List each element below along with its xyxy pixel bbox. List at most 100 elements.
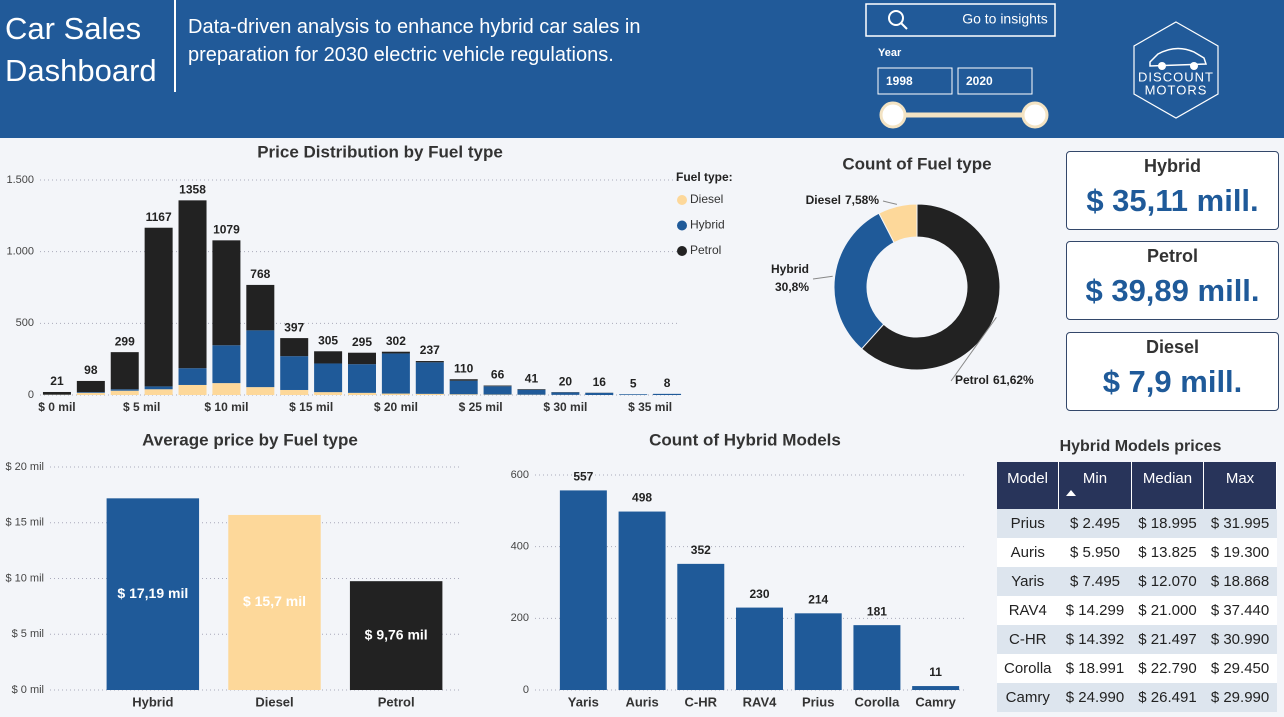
- table-cell: C-HR: [997, 625, 1059, 654]
- bar-segment: [585, 392, 614, 395]
- bar-segment: [381, 351, 410, 354]
- leader-line: [812, 275, 833, 280]
- bar-segment: [415, 361, 444, 363]
- bar-segment: [348, 364, 376, 393]
- table-row: Yaris $ 7.495 $ 12.070 $ 18.868: [997, 567, 1277, 596]
- table-cell: $ 13.825: [1131, 538, 1204, 567]
- data-label: 1358: [179, 183, 206, 197]
- table-row: Camry $ 24.990 $ 26.491 $ 29.990: [997, 683, 1277, 712]
- table-cell: $ 19.300: [1203, 538, 1277, 567]
- bar-segment: [348, 392, 376, 395]
- chart-title: Count of Fuel type: [842, 154, 991, 173]
- bar-segment: [314, 392, 343, 395]
- kpi-card: Petrol $ 39,89 mill.: [1066, 241, 1279, 320]
- leader-line: [882, 200, 898, 205]
- table-cell: $ 29.450: [1203, 654, 1277, 683]
- slice-label: Petrol 61,62%: [955, 373, 1034, 387]
- bar: [736, 607, 783, 690]
- table-cell: $ 26.491: [1131, 683, 1204, 712]
- separator: [174, 0, 176, 92]
- slider-handle[interactable]: [879, 101, 907, 129]
- data-label: 98: [84, 363, 98, 377]
- column-header[interactable]: Max: [1203, 462, 1277, 509]
- data-label: 66: [491, 368, 505, 382]
- data-label: 230: [749, 587, 769, 601]
- bar-segment: [42, 391, 71, 395]
- x-tick-label: $ 5 mil: [123, 400, 160, 414]
- slice-label: Diesel 7,58%: [806, 193, 880, 207]
- column-header[interactable]: Min: [1058, 462, 1132, 509]
- slider-handle[interactable]: [1021, 101, 1049, 129]
- bar-segment: [449, 380, 478, 395]
- bar: [912, 686, 960, 690]
- data-label: 299: [115, 334, 135, 348]
- data-label: $ 9,76 mil: [365, 626, 428, 642]
- button-label[interactable]: Go to insights: [962, 11, 1048, 27]
- bar-segment: [212, 383, 241, 395]
- data-label: 21: [50, 374, 64, 388]
- slice-name: Diesel: [806, 193, 841, 207]
- data-label: 557: [573, 470, 593, 484]
- table-row: Prius $ 2.495 $ 18.995 $ 31.995: [997, 509, 1277, 538]
- x-tick-label: C-HR: [685, 694, 718, 709]
- data-label: 20: [559, 374, 573, 388]
- bar-segment: [483, 386, 512, 395]
- data-label: 352: [691, 543, 711, 557]
- slicer-from-box[interactable]: [877, 67, 953, 95]
- slice-value: 30,8%: [775, 280, 809, 294]
- bar-segment: [178, 368, 207, 385]
- y-tick-label: $ 5 mil: [12, 628, 44, 640]
- x-tick-label: Prius: [802, 694, 835, 709]
- insights-button[interactable]: Go to insights: [865, 3, 1056, 37]
- table-cell: $ 18.868: [1203, 567, 1277, 596]
- x-tick-label: Corolla: [855, 694, 901, 709]
- bar-segment: [348, 352, 376, 365]
- slice-value: 61,62%: [993, 373, 1034, 387]
- bar-segment: [144, 389, 173, 395]
- slicer-from[interactable]: 1998: [886, 74, 913, 88]
- table-cell: Prius: [997, 509, 1059, 538]
- y-tick-label: $ 0 mil: [12, 684, 44, 696]
- y-tick-label: 600: [511, 469, 529, 481]
- bar-segment: [76, 392, 105, 393]
- slicer-to[interactable]: 2020: [966, 74, 993, 88]
- bar-segment: [280, 338, 309, 357]
- data-label: 8: [664, 376, 671, 390]
- logo-text: DISCOUNT: [1138, 69, 1214, 84]
- slicer-to-box[interactable]: [957, 67, 1033, 95]
- y-tick-label: $ 10 mil: [5, 572, 44, 584]
- table-cell: $ 30.990: [1203, 625, 1277, 654]
- subtitle: Data-driven analysis to enhance hybrid c…: [188, 16, 641, 66]
- chart-title: Average price by Fuel type: [142, 430, 358, 449]
- bar-segment: [76, 380, 105, 393]
- data-label: 214: [808, 592, 828, 606]
- bar: [677, 563, 725, 690]
- bar-segment: [144, 227, 173, 387]
- table-cell: $ 14.299: [1058, 596, 1132, 625]
- bar-segment: [314, 363, 343, 393]
- column-header[interactable]: Median: [1131, 462, 1205, 509]
- data-label: 305: [318, 333, 338, 347]
- x-tick-label: $ 20 mil: [374, 400, 418, 414]
- kpi-label: Hybrid: [1143, 156, 1201, 176]
- data-label: 110: [454, 361, 474, 375]
- bar-segment: [76, 392, 105, 395]
- data-label: $ 15,7 mil: [243, 593, 306, 609]
- bar-segment: [517, 389, 546, 390]
- table-cell: Camry: [997, 683, 1059, 712]
- x-tick-label: $ 0 mil: [38, 400, 75, 414]
- table-row: C-HR $ 14.392 $ 21.497 $ 30.990: [997, 625, 1277, 654]
- data-label: 498: [632, 491, 652, 505]
- x-tick-label: $ 10 mil: [204, 400, 248, 414]
- table-cell: $ 22.790: [1131, 654, 1204, 683]
- kpi-card: Diesel $ 7,9 mill.: [1066, 332, 1279, 411]
- price-table: Model Min Median Max Prius $ 2.495 $ 18.995 $ 3…: [997, 462, 1277, 712]
- logo-text: MOTORS: [1145, 82, 1208, 97]
- table-row: Corolla $ 18.991 $ 22.790 $ 29.450: [997, 654, 1277, 683]
- data-label: 41: [525, 371, 539, 385]
- pie-slice: [860, 203, 1001, 371]
- bar-segment: [212, 345, 241, 384]
- bar-segment: [144, 386, 173, 390]
- column-header[interactable]: Model: [997, 462, 1060, 509]
- data-label: 295: [352, 335, 372, 349]
